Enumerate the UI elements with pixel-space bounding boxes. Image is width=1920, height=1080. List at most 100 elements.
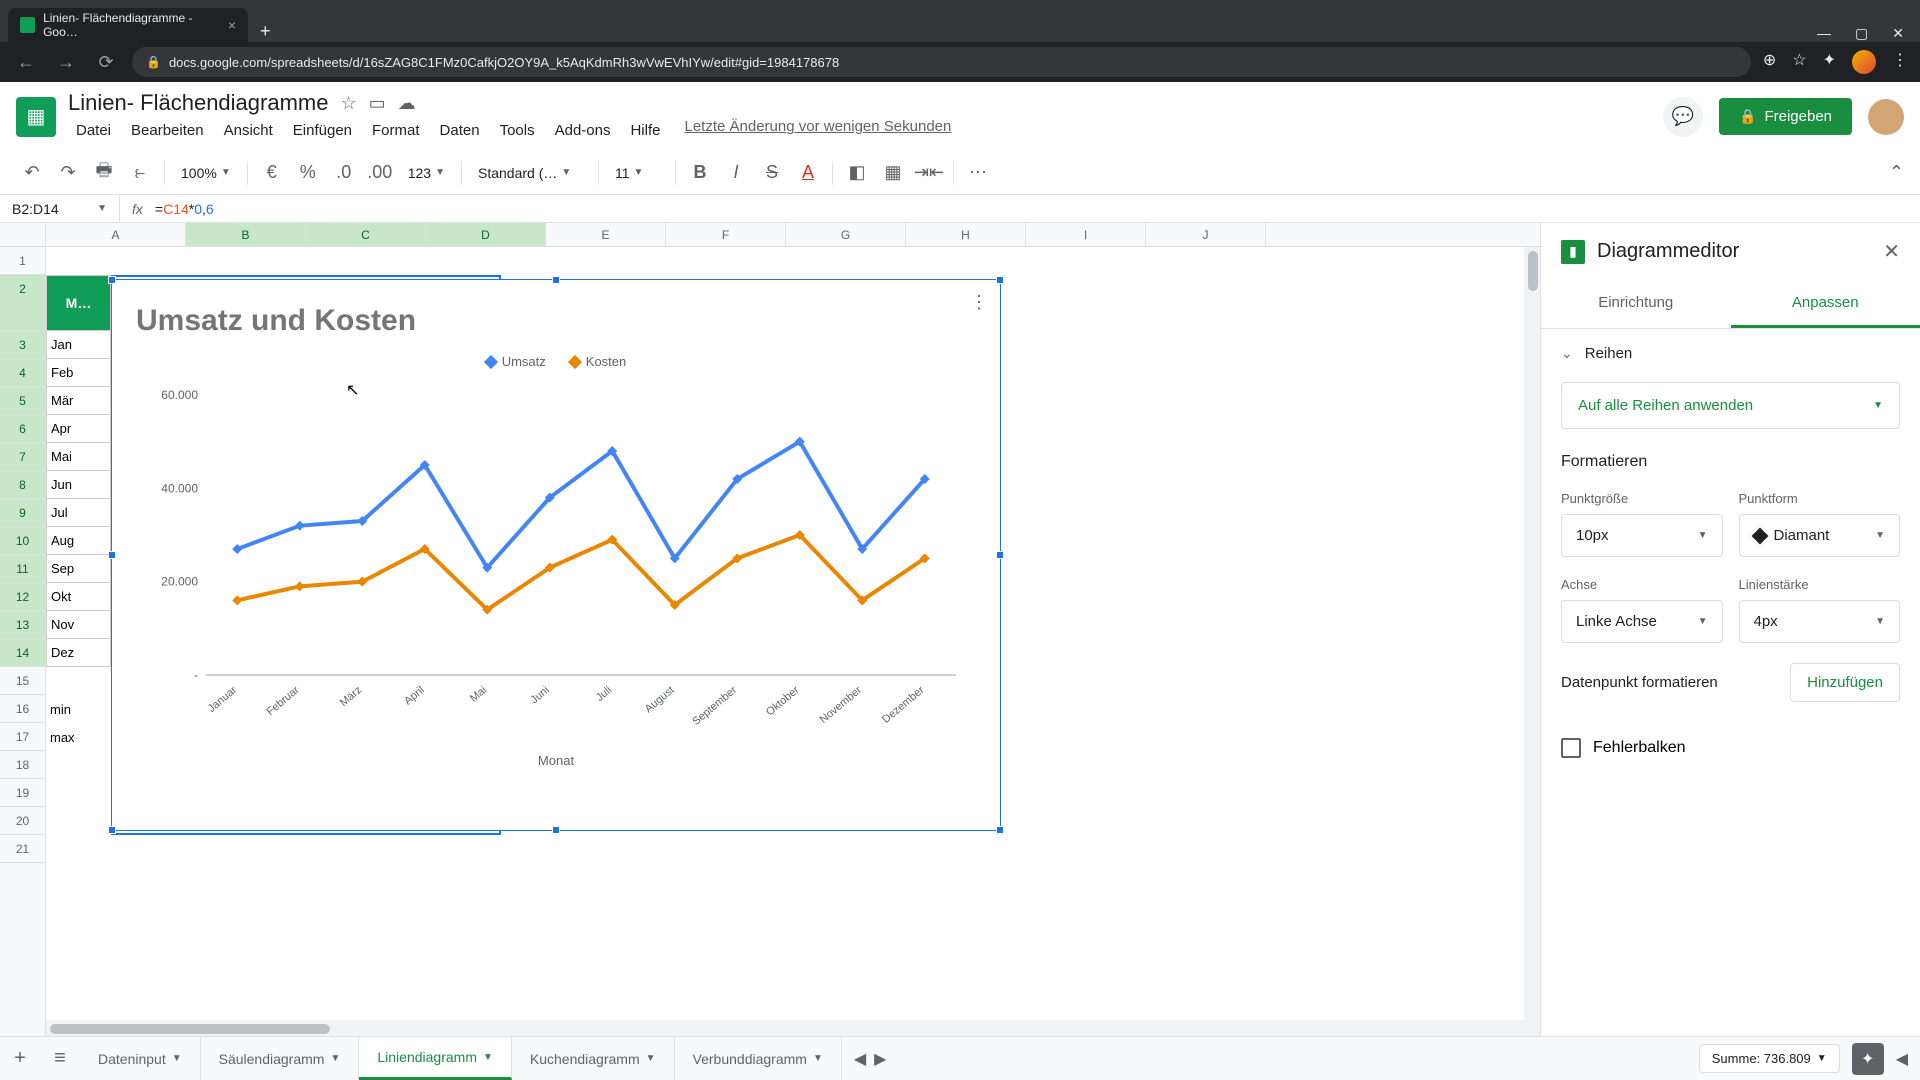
back-icon[interactable]: ←	[12, 52, 40, 73]
row-header[interactable]: 10	[0, 527, 45, 555]
new-tab-button[interactable]: +	[248, 21, 283, 42]
spreadsheet-grid[interactable]: ABCDEFGHIJ 12345678910111213141516171819…	[0, 223, 1540, 1036]
menu-addons[interactable]: Add-ons	[547, 118, 619, 143]
row-header[interactable]: 5	[0, 387, 45, 415]
fill-color-icon[interactable]: ◧	[841, 157, 873, 189]
row-header[interactable]: 18	[0, 751, 45, 779]
close-panel-icon[interactable]: ✕	[1883, 239, 1900, 264]
row-header[interactable]: 12	[0, 583, 45, 611]
maximize-icon[interactable]: ▢	[1855, 25, 1868, 42]
comments-button[interactable]: 💬	[1663, 97, 1703, 137]
row-header[interactable]: 3	[0, 331, 45, 359]
tab-anpassen[interactable]: Anpassen	[1731, 280, 1920, 328]
row-header[interactable]: 15	[0, 667, 45, 695]
all-sheets-icon[interactable]: ≡	[40, 1047, 80, 1070]
more-toolbar-icon[interactable]: ⋯	[962, 157, 994, 189]
axis-select[interactable]: Linke Achse▼	[1561, 600, 1723, 643]
move-doc-icon[interactable]: ▭	[369, 93, 386, 114]
series-section-toggle[interactable]: ⌄ Reihen	[1561, 345, 1900, 362]
col-header[interactable]: D	[426, 223, 546, 246]
tab-einrichtung[interactable]: Einrichtung	[1541, 280, 1731, 328]
month-cell[interactable]: Okt	[46, 583, 111, 611]
menu-icon[interactable]: ⋮	[1892, 50, 1908, 74]
embedded-chart[interactable]: ⋮ Umsatz und Kosten Umsatz Kosten -20.00…	[111, 279, 1001, 831]
collapse-toolbar-icon[interactable]: ⌃	[1889, 162, 1904, 183]
strike-icon[interactable]: S	[756, 157, 788, 189]
last-edit-link[interactable]: Letzte Änderung vor wenigen Sekunden	[684, 118, 951, 143]
row-header[interactable]: 20	[0, 807, 45, 835]
url-input[interactable]: 🔒 docs.google.com/spreadsheets/d/16sZAG8…	[132, 47, 1751, 77]
forward-icon[interactable]: →	[52, 52, 80, 73]
add-datapoint-button[interactable]: Hinzufügen	[1790, 663, 1900, 702]
add-sheet-button[interactable]: +	[0, 1047, 40, 1070]
menu-daten[interactable]: Daten	[432, 118, 488, 143]
col-header[interactable]: H	[906, 223, 1026, 246]
side-panel-toggle-icon[interactable]: ◀	[1896, 1049, 1908, 1069]
merge-icon[interactable]: ⇥⇤	[913, 157, 945, 189]
apply-all-series-dropdown[interactable]: Auf alle Reihen anwenden▼	[1561, 382, 1900, 429]
month-cell[interactable]: Apr	[46, 415, 111, 443]
italic-icon[interactable]: I	[720, 157, 752, 189]
row-header[interactable]: 21	[0, 835, 45, 863]
row-header[interactable]: 9	[0, 499, 45, 527]
point-shape-select[interactable]: Diamant ▼	[1739, 514, 1901, 557]
minimize-icon[interactable]: —	[1817, 25, 1831, 42]
vertical-scrollbar[interactable]	[1524, 247, 1540, 1036]
font-size-dropdown[interactable]: 11▼	[607, 165, 667, 181]
col-header[interactable]: B	[186, 223, 306, 246]
errorbars-checkbox[interactable]	[1561, 738, 1581, 758]
row-header[interactable]: 6	[0, 415, 45, 443]
row-header[interactable]: 8	[0, 471, 45, 499]
menu-hilfe[interactable]: Hilfe	[622, 118, 668, 143]
reload-icon[interactable]: ⟳	[92, 52, 120, 73]
col-header[interactable]: I	[1026, 223, 1146, 246]
redo-icon[interactable]: ↷	[52, 157, 84, 189]
font-dropdown[interactable]: Standard (…▼	[470, 165, 590, 181]
col-header[interactable]: F	[666, 223, 786, 246]
sheet-tab[interactable]: Kuchendiagramm▼	[512, 1037, 675, 1080]
menu-format[interactable]: Format	[364, 118, 428, 143]
name-box[interactable]: B2:D14▼	[0, 195, 120, 222]
line-width-select[interactable]: 4px▼	[1739, 600, 1901, 643]
col-header[interactable]: A	[46, 223, 186, 246]
chart-menu-icon[interactable]: ⋮	[970, 292, 988, 313]
account-avatar[interactable]	[1868, 99, 1904, 135]
column-header-month[interactable]: M…	[46, 275, 111, 331]
row-header[interactable]: 19	[0, 779, 45, 807]
bold-icon[interactable]: B	[684, 157, 716, 189]
number-format-dropdown[interactable]: 123▼	[400, 165, 453, 181]
print-icon[interactable]: 🖶	[88, 157, 120, 189]
dec-increase-icon[interactable]: .00	[364, 157, 396, 189]
col-header[interactable]: G	[786, 223, 906, 246]
tab-close-icon[interactable]: ×	[228, 17, 236, 33]
borders-icon[interactable]: ▦	[877, 157, 909, 189]
sheet-nav-right-icon[interactable]: ▶	[874, 1049, 886, 1069]
doc-title[interactable]: Linien- Flächendiagramme	[68, 90, 328, 116]
month-cell[interactable]: Jan	[46, 331, 111, 359]
sheet-tab[interactable]: Liniendiagramm▼	[359, 1037, 512, 1080]
label-cell[interactable]: max	[46, 723, 111, 751]
row-header[interactable]: 1	[0, 247, 45, 275]
month-cell[interactable]: Jun	[46, 471, 111, 499]
month-cell[interactable]: Sep	[46, 555, 111, 583]
formula-input[interactable]: =C14*0,6	[155, 201, 214, 217]
month-cell[interactable]: Aug	[46, 527, 111, 555]
menu-bearbeiten[interactable]: Bearbeiten	[123, 118, 212, 143]
menu-ansicht[interactable]: Ansicht	[216, 118, 281, 143]
row-header[interactable]: 14	[0, 639, 45, 667]
browser-tab[interactable]: Linien- Flächendiagramme - Goo… ×	[8, 8, 248, 42]
star-doc-icon[interactable]: ☆	[340, 93, 356, 114]
cloud-status-icon[interactable]: ☁	[398, 93, 416, 114]
row-header[interactable]: 11	[0, 555, 45, 583]
menu-datei[interactable]: Datei	[68, 118, 119, 143]
currency-icon[interactable]: €	[256, 157, 288, 189]
sheets-logo-icon[interactable]: ▦	[16, 97, 56, 137]
month-cell[interactable]: Feb	[46, 359, 111, 387]
menu-einfuegen[interactable]: Einfügen	[285, 118, 360, 143]
row-header[interactable]: 4	[0, 359, 45, 387]
row-header[interactable]: 16	[0, 695, 45, 723]
profile-avatar-icon[interactable]	[1852, 50, 1876, 74]
month-cell[interactable]: Jul	[46, 499, 111, 527]
extensions-icon[interactable]: ✦	[1823, 50, 1836, 74]
sheet-tab[interactable]: Säulendiagramm▼	[201, 1037, 360, 1080]
